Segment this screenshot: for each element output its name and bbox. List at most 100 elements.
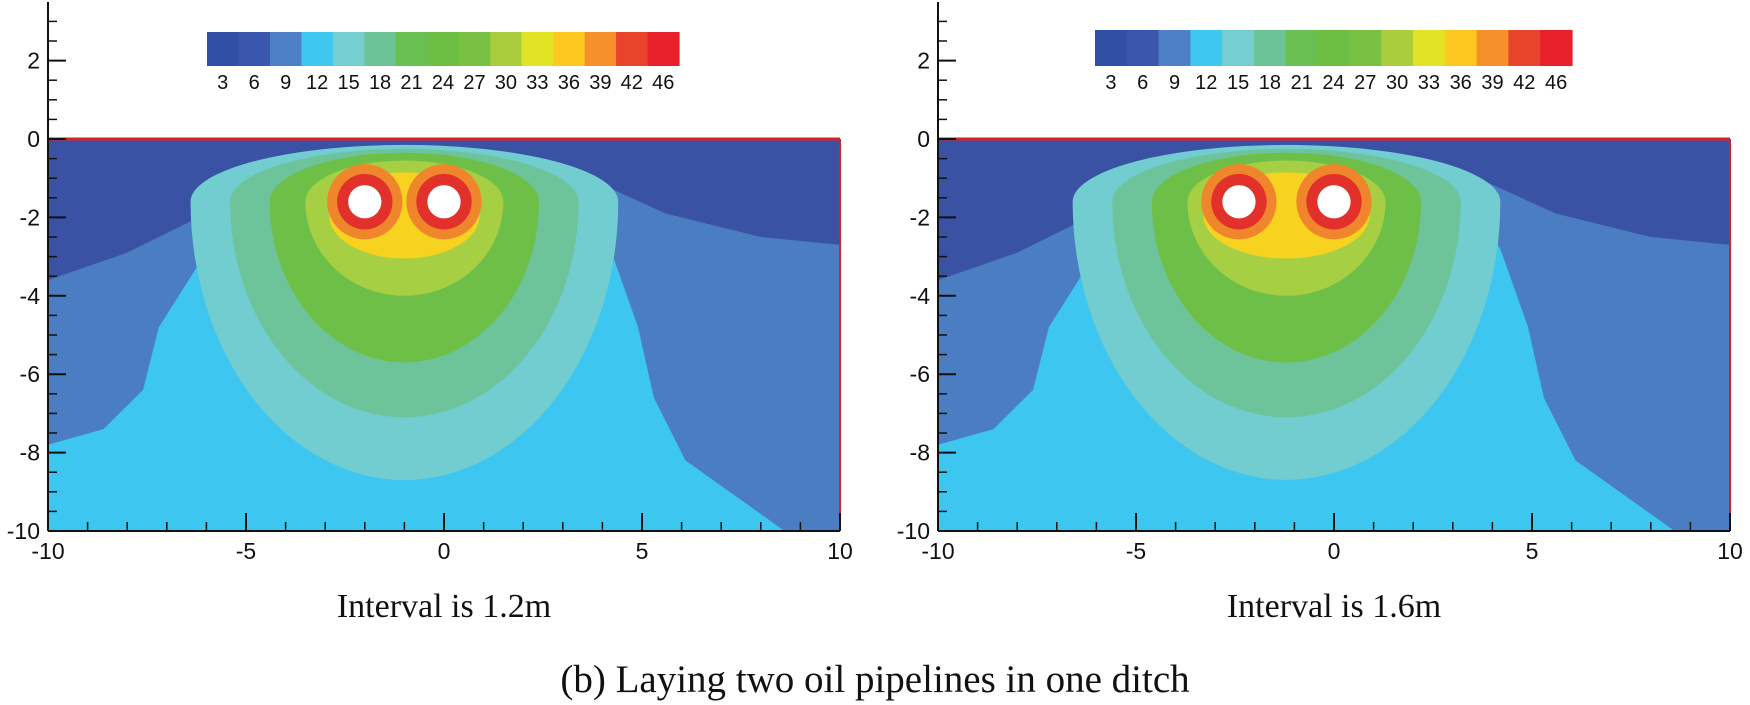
colorbar-swatch bbox=[1285, 30, 1319, 66]
colorbar-tick-label: 6 bbox=[1137, 72, 1148, 94]
colorbar-tick-label: 3 bbox=[1105, 72, 1116, 94]
y-tick-label: -8 bbox=[20, 440, 40, 466]
y-tick-label: -4 bbox=[20, 283, 41, 309]
colorbar-swatch bbox=[1508, 30, 1541, 66]
colorbar-tick-label: 3 bbox=[217, 72, 228, 94]
colorbar-tick-label: 30 bbox=[1386, 72, 1408, 94]
colorbar-swatch bbox=[1349, 30, 1382, 66]
x-tick-label: -5 bbox=[236, 538, 256, 564]
x-tick-label: -10 bbox=[31, 538, 64, 564]
colorbar-swatch bbox=[1190, 30, 1223, 66]
colorbar-tick-label: 46 bbox=[652, 72, 674, 94]
colorbar-swatch bbox=[616, 32, 649, 66]
x-tick-label: 0 bbox=[1328, 538, 1341, 564]
contour-panel-right: 3 6 9 12 15 18 21 24 27 30 33 36 39 42 46 20-2-4-6-8-1… bbox=[897, 2, 1743, 625]
colorbar-swatch bbox=[458, 32, 491, 66]
contour-panel-left: 3 6 9 12 15 18 21 24 27 30 33 36 39 42 46 20-2-4-6-8-1… bbox=[7, 2, 853, 625]
y-tick-label: -2 bbox=[910, 204, 930, 230]
colorbar-tick-label: 9 bbox=[280, 72, 291, 94]
colorbar-tick-label: 18 bbox=[369, 72, 391, 94]
panel-title-left: Interval is 1.2m bbox=[337, 588, 551, 625]
panel-title-right: Interval is 1.6m bbox=[1227, 588, 1441, 625]
x-tick-label: 5 bbox=[1526, 538, 1539, 564]
colorbar-tick-label: 33 bbox=[526, 72, 548, 94]
colorbar-tick-label: 18 bbox=[1259, 72, 1281, 94]
y-tick-label: 2 bbox=[917, 48, 930, 74]
colorbar-swatch bbox=[301, 32, 334, 66]
colorbar-tick-label: 27 bbox=[1354, 72, 1376, 94]
colorbar-swatch bbox=[1444, 30, 1478, 66]
colorbar-tick-label: 15 bbox=[337, 72, 359, 94]
colorbar-swatch bbox=[584, 32, 617, 66]
colorbar-tick-label: 33 bbox=[1418, 72, 1440, 94]
colorbar-tick-label: 39 bbox=[1481, 72, 1503, 94]
colorbar-swatch bbox=[207, 32, 240, 66]
pipe-1 bbox=[1222, 185, 1256, 219]
colorbar-tick-label: 24 bbox=[1322, 72, 1344, 94]
y-tick-label: -2 bbox=[20, 204, 40, 230]
y-tick-label: 0 bbox=[917, 126, 930, 152]
y-tick-label: -4 bbox=[910, 283, 931, 309]
x-tick-label: 0 bbox=[438, 538, 451, 564]
y-tick-label: -6 bbox=[910, 361, 930, 387]
y-tick-label: -10 bbox=[897, 518, 930, 544]
colorbar-swatch bbox=[364, 32, 397, 66]
y-tick-label: 0 bbox=[27, 126, 40, 152]
y-tick-label: -8 bbox=[910, 440, 930, 466]
x-tick-label: -10 bbox=[921, 538, 954, 564]
colorbar-swatch bbox=[1381, 30, 1414, 66]
y-tick-label: -10 bbox=[7, 518, 40, 544]
colorbar-swatch bbox=[332, 32, 365, 66]
colorbar-swatch bbox=[238, 32, 271, 66]
y-tick-label: -6 bbox=[20, 361, 40, 387]
colorbar-swatch bbox=[1476, 30, 1509, 66]
colorbar-swatch bbox=[269, 32, 302, 66]
colorbar-swatch bbox=[1317, 30, 1350, 66]
colorbar-swatch bbox=[1413, 30, 1446, 66]
axes-right: 2 0 -2 -4 -6 -8 -10-10 -5 0 5 10 bbox=[897, 2, 1743, 564]
colorbar-swatch bbox=[490, 32, 523, 66]
colorbar-tick-label: 30 bbox=[495, 72, 517, 94]
colorbar-left: 3 6 9 12 15 18 21 24 27 30 33 36 39 42 46 bbox=[207, 32, 680, 94]
colorbar-swatch bbox=[1222, 30, 1255, 66]
y-tick-label: 2 bbox=[27, 48, 40, 74]
colorbar-swatch bbox=[553, 32, 586, 66]
colorbar-tick-label: 46 bbox=[1545, 72, 1567, 94]
colorbar-tick-label: 12 bbox=[306, 72, 328, 94]
x-tick-label: -5 bbox=[1126, 538, 1146, 564]
colorbar-tick-label: 24 bbox=[432, 72, 454, 94]
x-tick-label: 10 bbox=[1717, 538, 1743, 564]
colorbar-tick-label: 15 bbox=[1227, 72, 1249, 94]
colorbar-tick-label: 42 bbox=[621, 72, 643, 94]
colorbar-tick-label: 9 bbox=[1169, 72, 1180, 94]
colorbar-tick-label: 12 bbox=[1195, 72, 1217, 94]
colorbar-tick-label: 36 bbox=[558, 72, 580, 94]
temperature-field-right bbox=[938, 139, 1730, 531]
colorbar-tick-label: 42 bbox=[1513, 72, 1535, 94]
temperature-field-left bbox=[48, 139, 840, 531]
colorbar-tick-label: 21 bbox=[400, 72, 422, 94]
pipe-2 bbox=[427, 185, 461, 219]
colorbar-swatch bbox=[1095, 30, 1128, 66]
colorbar-swatch bbox=[647, 32, 680, 66]
x-tick-label: 5 bbox=[636, 538, 649, 564]
colorbar-swatch bbox=[427, 32, 460, 66]
pipe-2 bbox=[1317, 185, 1351, 219]
colorbar-right: 3 6 9 12 15 18 21 24 27 30 33 36 39 42 46 bbox=[1095, 30, 1573, 94]
colorbar-swatch bbox=[1126, 30, 1160, 66]
colorbar-tick-label: 27 bbox=[463, 72, 485, 94]
colorbar-swatch bbox=[395, 32, 428, 66]
axes-left: 2 0 -2 -4 -6 -8 -10-10 -5 0 5 10 bbox=[7, 2, 853, 564]
x-tick-label: 10 bbox=[827, 538, 853, 564]
colorbar-swatch bbox=[1254, 30, 1287, 66]
colorbar-tick-label: 36 bbox=[1450, 72, 1472, 94]
figure-caption: (b) Laying two oil pipelines in one ditc… bbox=[560, 658, 1189, 701]
colorbar-tick-label: 6 bbox=[249, 72, 260, 94]
pipe-1 bbox=[348, 185, 382, 219]
colorbar-swatch bbox=[1158, 30, 1191, 66]
colorbar-swatch bbox=[521, 32, 554, 66]
colorbar-tick-label: 39 bbox=[589, 72, 611, 94]
colorbar-tick-label: 21 bbox=[1291, 72, 1313, 94]
colorbar-swatch bbox=[1540, 30, 1573, 66]
